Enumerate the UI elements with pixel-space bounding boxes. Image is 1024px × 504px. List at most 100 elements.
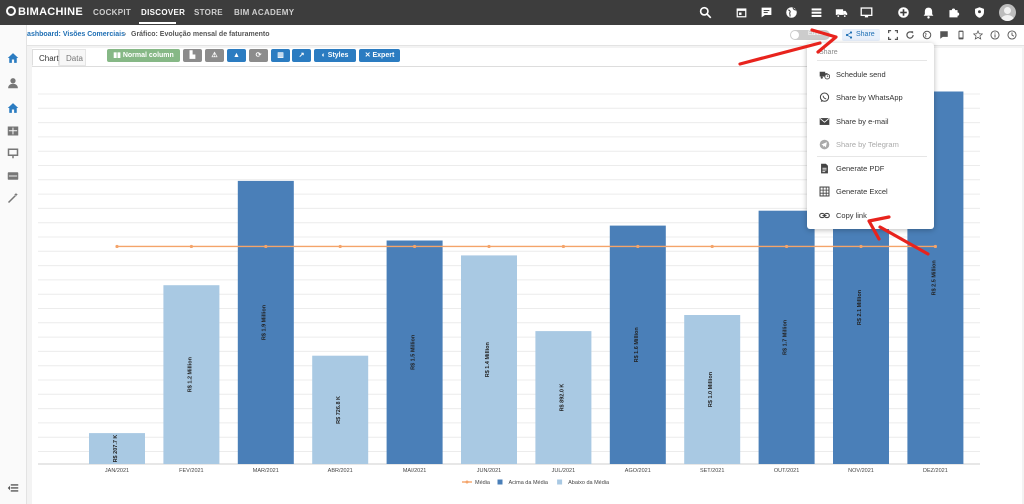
styles-label: Styles xyxy=(327,52,349,59)
home-alt-icon[interactable] xyxy=(7,102,19,114)
legend-label: Abaixo da Média xyxy=(568,480,610,486)
warning-icon: ⚠ xyxy=(211,52,218,59)
share-icon xyxy=(845,31,853,39)
stacked-column-icon: ▙ xyxy=(189,52,196,59)
data-label: R$ 1.9 Million xyxy=(262,304,268,340)
chart-legend: Média Acima da Média Abaixo da Média xyxy=(462,479,610,486)
pdf-icon xyxy=(819,163,830,174)
styles-button[interactable]: ◐ Styles xyxy=(314,49,356,62)
search-icon[interactable] xyxy=(699,6,712,19)
excel-grid-icon xyxy=(819,186,830,197)
telegram-icon xyxy=(819,139,830,150)
grouped-bars-button[interactable]: ▥ xyxy=(271,49,290,62)
magic-wand-icon[interactable] xyxy=(7,192,19,204)
bar-set-2021 xyxy=(684,315,741,464)
calendar-icon[interactable] xyxy=(735,6,748,19)
shield-icon[interactable] xyxy=(973,6,986,19)
bell-icon[interactable] xyxy=(922,6,935,19)
menu-item-telegram[interactable]: Share by Telegram xyxy=(807,134,934,154)
menu-item-label: Share by e-mail xyxy=(836,117,889,126)
mean-point xyxy=(785,244,789,249)
bar-mar-2021 xyxy=(237,180,294,464)
palette-icon: ◐ xyxy=(321,52,328,59)
share-button[interactable]: Share xyxy=(842,29,880,41)
tab-divider xyxy=(32,66,827,67)
app-logo[interactable]: BIMACHINE xyxy=(6,6,83,18)
menu-divider xyxy=(817,60,927,61)
star-icon[interactable] xyxy=(973,30,983,40)
mean-point xyxy=(115,244,119,249)
presentation-icon[interactable] xyxy=(7,147,19,159)
data-label: R$ 207.7 K xyxy=(113,435,119,463)
legend-swatch xyxy=(497,479,503,485)
home-icon[interactable] xyxy=(7,52,19,64)
mean-point xyxy=(859,244,863,249)
warning-chart-button[interactable]: ⚠ xyxy=(205,49,224,62)
fullscreen-icon[interactable] xyxy=(888,30,898,40)
collapse-menu-icon[interactable] xyxy=(7,482,19,494)
mobile-icon[interactable] xyxy=(956,30,966,40)
area-chart-button[interactable]: ▲ xyxy=(227,49,246,62)
left-sidebar xyxy=(0,25,27,504)
stacked-column-button[interactable]: ▙ xyxy=(183,49,202,62)
puzzle-icon[interactable] xyxy=(947,6,960,19)
tab-data[interactable]: Data xyxy=(59,49,86,66)
data-label: R$ 1.0 Million xyxy=(708,371,714,407)
list-icon[interactable] xyxy=(810,6,823,19)
breadcrumb-parent[interactable]: Dashboard: Visões Comerciais xyxy=(22,31,125,38)
user-icon[interactable] xyxy=(7,77,19,89)
history-icon[interactable] xyxy=(1007,30,1017,40)
add-icon[interactable] xyxy=(897,6,910,19)
storage-icon[interactable] xyxy=(7,170,19,182)
menu-item-schedule-send[interactable]: Schedule send xyxy=(807,64,934,84)
menu-item-whatsapp[interactable]: Share by WhatsApp xyxy=(807,87,934,107)
info-icon[interactable] xyxy=(990,30,1000,40)
normal-column-button[interactable]: ▮▮ Normal column xyxy=(107,49,180,62)
share-menu-title: Share xyxy=(819,49,838,56)
x-tick-label: JAN/2021 xyxy=(105,468,129,474)
menu-divider xyxy=(817,156,927,157)
column-chart-icon: ▮▮ xyxy=(113,52,123,59)
breadcrumb-current: Gráfico: Evolução mensal de faturamento xyxy=(131,31,270,38)
expert-label: Expert xyxy=(372,52,395,59)
data-label: R$ 1.4 Million xyxy=(485,341,491,377)
share-menu: Share Schedule send Share by WhatsApp Sh… xyxy=(807,43,934,229)
active-nav-indicator xyxy=(139,22,176,24)
chat-icon[interactable] xyxy=(760,6,773,19)
comment-icon[interactable] xyxy=(939,30,949,40)
whatsapp-icon xyxy=(819,92,830,103)
data-label: R$ 1.5 Million xyxy=(411,334,417,370)
x-tick-label: MAR/2021 xyxy=(253,468,279,474)
menu-item-email[interactable]: Share by e-mail xyxy=(807,111,934,131)
data-label: R$ 726.8 K xyxy=(336,396,342,424)
dashboard-icon[interactable] xyxy=(7,125,19,137)
mean-point xyxy=(189,244,193,249)
nav-item-cockpit[interactable]: COCKPIT xyxy=(93,8,132,17)
monitor-icon[interactable] xyxy=(860,6,873,19)
menu-item-generate-pdf[interactable]: Generate PDF xyxy=(807,158,934,178)
nav-item-store[interactable]: STORE xyxy=(194,8,223,17)
normal-column-label: Normal column xyxy=(122,52,174,59)
nav-item-bim-academy[interactable]: BIM ACADEMY xyxy=(234,8,295,17)
mean-point xyxy=(264,244,268,249)
truck-icon[interactable] xyxy=(835,6,848,19)
expert-button[interactable]: ✕ Expert xyxy=(359,49,400,62)
globe-icon[interactable] xyxy=(785,6,798,19)
nav-item-discover[interactable]: DISCOVER xyxy=(141,8,186,17)
rotate-chart-button[interactable]: ⟳ xyxy=(249,49,268,62)
tab-chart[interactable]: Chart xyxy=(32,49,59,66)
refresh-icon[interactable] xyxy=(905,30,915,40)
line-chart-button[interactable]: ↗ xyxy=(292,49,311,62)
mean-point xyxy=(710,244,714,249)
mean-point xyxy=(636,244,640,249)
globe-icon[interactable] xyxy=(922,30,932,40)
link-icon xyxy=(819,210,830,221)
menu-item-copy-link[interactable]: Copy link xyxy=(807,205,934,225)
x-tick-label: JUN/2021 xyxy=(477,468,501,474)
top-navigation: BIMACHINE COCKPIT DISCOVER STORE BIM ACA… xyxy=(0,0,1024,25)
menu-item-generate-excel[interactable]: Generate Excel xyxy=(807,181,934,201)
toggle-knob xyxy=(791,31,799,39)
user-avatar[interactable] xyxy=(999,4,1016,21)
x-tick-label: FEV/2021 xyxy=(179,468,203,474)
breadcrumb-bar: Dashboard: Visões Comerciais › Gráfico: … xyxy=(0,25,1024,46)
